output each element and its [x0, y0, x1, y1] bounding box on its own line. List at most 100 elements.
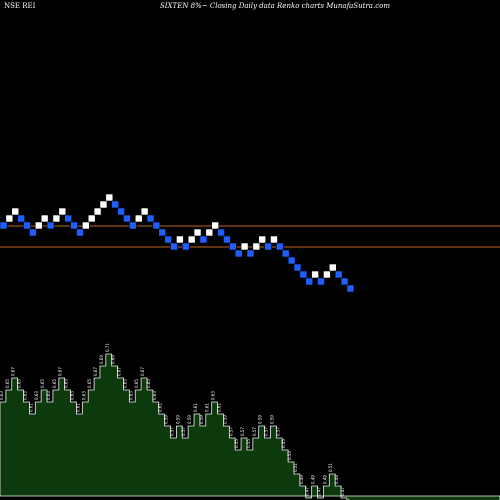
renko-brick: [64, 214, 72, 223]
renko-brick: [123, 214, 131, 223]
value-label: 0.49: [299, 475, 304, 484]
value-label: 0.57: [240, 427, 245, 436]
value-label: 0.55: [281, 439, 286, 448]
value-label: 0.59: [187, 415, 192, 424]
value-label: 0.57: [252, 427, 257, 436]
value-label: 0.67: [140, 367, 145, 376]
renko-brick: [229, 242, 237, 251]
renko-brick: [334, 270, 343, 279]
renko-brick: [164, 235, 172, 244]
value-label: 0.51: [328, 463, 333, 472]
value-label: 0.51: [293, 463, 298, 472]
renko-brick: [193, 228, 202, 237]
value-label: 0.67: [93, 367, 98, 376]
renko-brick: [82, 221, 90, 230]
renko-brick: [129, 221, 137, 230]
renko-brick: [111, 200, 120, 209]
value-label: 0.65: [52, 379, 57, 388]
value-label: 0.63: [128, 391, 133, 400]
renko-brick: [293, 263, 302, 272]
value-label: 0.57: [264, 427, 269, 436]
renko-brick: [146, 214, 155, 223]
renko-brick: [134, 214, 143, 223]
renko-brick: [17, 214, 25, 223]
value-label: 0.55: [246, 439, 251, 448]
value-label: 0.61: [28, 403, 33, 412]
value-label: 0.67: [117, 367, 122, 376]
renko-brick: [140, 207, 149, 216]
renko-brick: [346, 284, 355, 293]
value-label: 0.65: [64, 379, 69, 388]
renko-brick: [287, 256, 296, 265]
renko-brick: [34, 221, 43, 230]
renko-brick: [328, 263, 337, 272]
value-label: 0.47: [340, 487, 345, 496]
renko-brick: [234, 249, 243, 258]
value-label: 0.49: [322, 475, 327, 484]
value-label: 0.53: [287, 451, 292, 460]
value-label: 0.59: [269, 415, 274, 424]
value-label: 0.65: [134, 379, 139, 388]
renko-brick: [170, 242, 178, 251]
value-label: 0.69: [99, 355, 104, 364]
renko-brick: [223, 235, 231, 244]
value-label: 0.57: [181, 427, 186, 436]
renko-brick: [187, 235, 196, 244]
renko-brick: [211, 221, 219, 230]
value-label: 0.69: [111, 355, 116, 364]
value-label: 0.47: [316, 487, 321, 496]
renko-brick: [340, 277, 349, 286]
value-label: 0.63: [81, 391, 86, 400]
value-label: 0.65: [87, 379, 92, 388]
value-label: 0.59: [199, 415, 204, 424]
renko-brick: [176, 235, 184, 244]
value-label: 0.63: [70, 391, 75, 400]
volume-panel: 0.630.650.670.650.630.610.630.650.630.65…: [0, 343, 500, 500]
value-label: 0.55: [234, 439, 239, 448]
renko-brick: [46, 221, 55, 230]
volume-area: [0, 353, 500, 500]
value-label: 0.59: [175, 415, 180, 424]
renko-brick: [205, 228, 214, 237]
value-label: 0.63: [46, 391, 51, 400]
renko-brick: [52, 214, 61, 223]
value-label: 0.65: [40, 379, 45, 388]
renko-brick: [58, 207, 67, 216]
value-label: 0.57: [228, 427, 233, 436]
value-label: 0.61: [193, 403, 198, 412]
value-label: 0.71: [105, 343, 110, 352]
value-label: 0.61: [205, 403, 210, 412]
renko-brick: [105, 193, 114, 202]
renko-brick: [264, 242, 272, 251]
value-label: 0.63: [34, 391, 39, 400]
renko-brick: [246, 249, 255, 258]
renko-brick: [181, 242, 190, 251]
renko-brick: [93, 207, 102, 216]
renko-brick: [11, 207, 20, 216]
chart-caption: SIXTEN 8%~ Closing Daily data Renko char…: [160, 2, 390, 10]
value-label: 0.59: [258, 415, 263, 424]
renko-brick: [305, 277, 314, 286]
value-label: 0.47: [305, 487, 310, 496]
value-label: 0.61: [158, 403, 163, 412]
renko-brick: [152, 221, 161, 230]
renko-brick: [323, 270, 331, 279]
value-label: 0.57: [169, 427, 174, 436]
renko-brick: [87, 214, 96, 223]
value-label: 0.49: [334, 475, 339, 484]
renko-brick: [240, 242, 249, 251]
value-label: 0.65: [5, 379, 10, 388]
renko-brick: [281, 249, 290, 258]
renko-bricks: [0, 193, 355, 293]
renko-brick: [0, 221, 8, 230]
renko-brick: [76, 228, 84, 237]
renko-brick: [23, 221, 31, 230]
renko-brick: [40, 214, 49, 223]
renko-brick: [217, 228, 225, 237]
value-label: 0.67: [11, 367, 16, 376]
renko-brick: [117, 207, 125, 216]
renko-brick: [158, 228, 167, 237]
renko-brick: [299, 270, 308, 279]
renko-brick: [317, 277, 325, 286]
